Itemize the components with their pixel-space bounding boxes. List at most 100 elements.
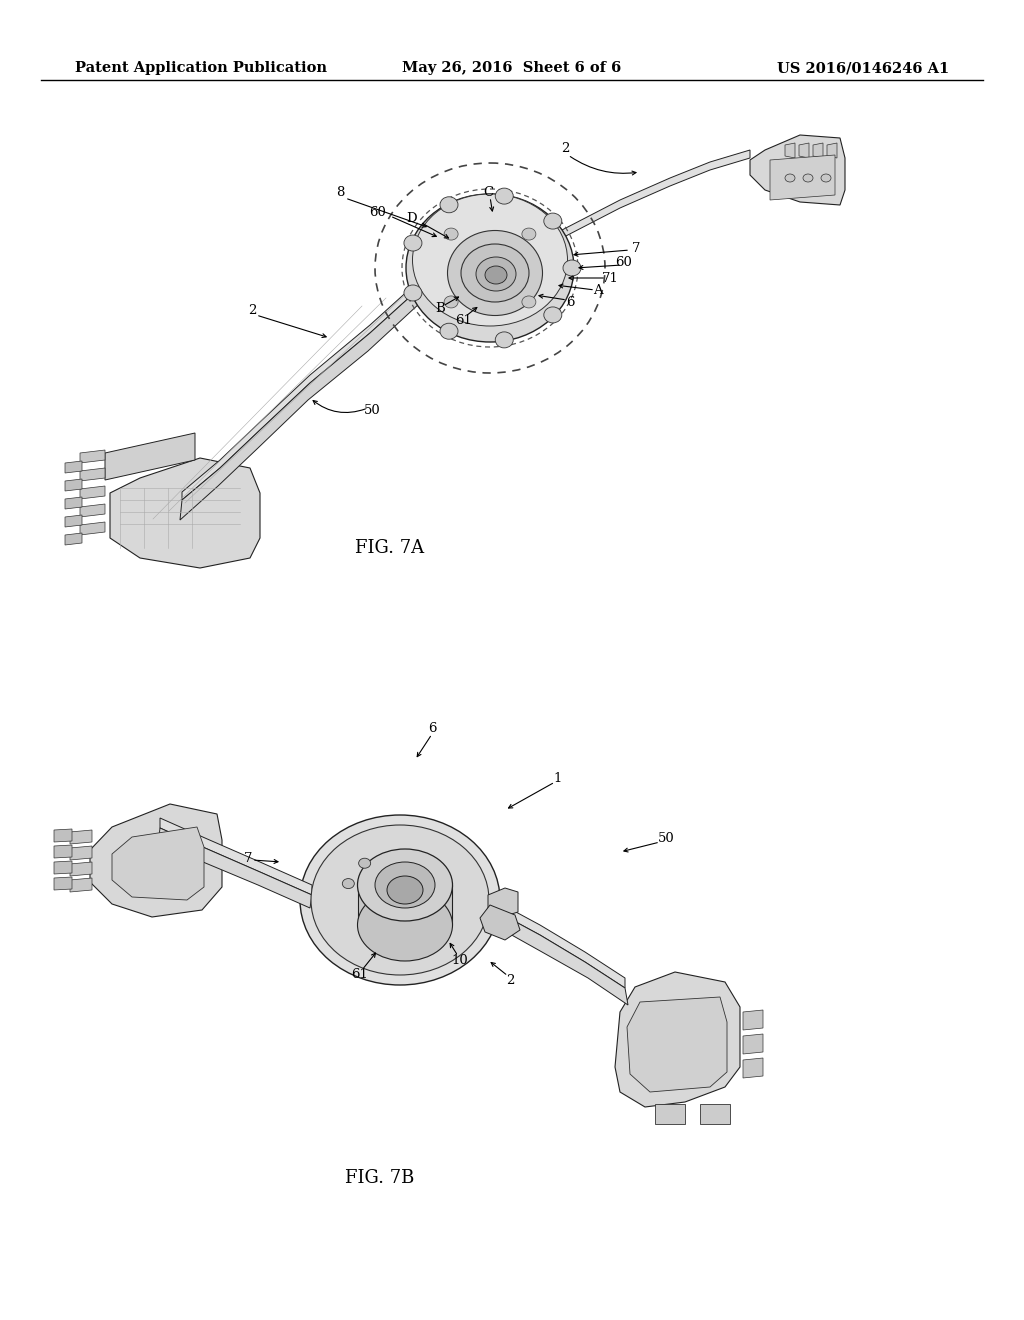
Ellipse shape xyxy=(357,888,453,961)
Polygon shape xyxy=(813,143,823,158)
Polygon shape xyxy=(827,143,837,158)
Ellipse shape xyxy=(300,814,500,985)
Polygon shape xyxy=(785,143,795,158)
Polygon shape xyxy=(655,1104,685,1125)
Text: May 26, 2016  Sheet 6 of 6: May 26, 2016 Sheet 6 of 6 xyxy=(402,61,622,75)
Polygon shape xyxy=(65,533,82,545)
Polygon shape xyxy=(110,458,260,568)
Polygon shape xyxy=(70,846,92,861)
Text: FIG. 7A: FIG. 7A xyxy=(355,539,425,557)
Text: 6: 6 xyxy=(565,296,574,309)
Polygon shape xyxy=(54,876,72,890)
Text: 7: 7 xyxy=(632,242,640,255)
Text: 2: 2 xyxy=(561,141,569,154)
Ellipse shape xyxy=(544,213,562,230)
Polygon shape xyxy=(65,479,82,491)
Text: 50: 50 xyxy=(657,832,675,845)
Text: 50: 50 xyxy=(364,404,380,417)
Polygon shape xyxy=(700,1104,730,1125)
Polygon shape xyxy=(70,830,92,843)
Polygon shape xyxy=(80,521,105,535)
Ellipse shape xyxy=(496,189,513,205)
Polygon shape xyxy=(160,818,312,895)
Ellipse shape xyxy=(413,194,567,326)
Polygon shape xyxy=(490,898,625,987)
Ellipse shape xyxy=(563,260,581,276)
Polygon shape xyxy=(743,1059,763,1078)
Ellipse shape xyxy=(358,858,371,869)
Polygon shape xyxy=(112,828,204,900)
Ellipse shape xyxy=(440,197,458,213)
Text: FIG. 7B: FIG. 7B xyxy=(345,1170,415,1187)
Text: 71: 71 xyxy=(601,272,618,285)
Ellipse shape xyxy=(785,174,795,182)
Polygon shape xyxy=(65,461,82,473)
Text: Patent Application Publication: Patent Application Publication xyxy=(75,61,327,75)
Text: 60: 60 xyxy=(370,206,386,219)
Polygon shape xyxy=(70,878,92,892)
Ellipse shape xyxy=(444,296,458,308)
Ellipse shape xyxy=(461,244,529,302)
Polygon shape xyxy=(80,469,105,480)
Text: 2: 2 xyxy=(248,304,256,317)
Polygon shape xyxy=(182,279,422,500)
Polygon shape xyxy=(54,829,72,842)
Polygon shape xyxy=(750,135,845,205)
Ellipse shape xyxy=(406,194,574,342)
Polygon shape xyxy=(488,888,518,916)
Text: 8: 8 xyxy=(336,186,344,199)
Text: US 2016/0146246 A1: US 2016/0146246 A1 xyxy=(777,61,949,75)
Text: 7: 7 xyxy=(244,851,252,865)
Text: 61: 61 xyxy=(456,314,472,326)
Text: 2: 2 xyxy=(506,974,514,986)
Polygon shape xyxy=(480,906,520,940)
Polygon shape xyxy=(490,908,628,1005)
Polygon shape xyxy=(562,150,750,238)
Text: B: B xyxy=(435,301,444,314)
Polygon shape xyxy=(80,486,105,499)
Ellipse shape xyxy=(375,862,435,908)
Polygon shape xyxy=(54,861,72,874)
Ellipse shape xyxy=(447,231,543,315)
Polygon shape xyxy=(743,1034,763,1053)
Polygon shape xyxy=(799,143,809,158)
Polygon shape xyxy=(65,498,82,510)
Polygon shape xyxy=(80,504,105,517)
Polygon shape xyxy=(180,286,422,520)
Polygon shape xyxy=(90,804,222,917)
Ellipse shape xyxy=(803,174,813,182)
Ellipse shape xyxy=(311,825,489,975)
Ellipse shape xyxy=(403,235,422,251)
Text: C: C xyxy=(483,186,494,198)
Polygon shape xyxy=(158,828,312,908)
Text: 61: 61 xyxy=(351,969,369,982)
Text: 60: 60 xyxy=(615,256,633,268)
Ellipse shape xyxy=(444,228,458,240)
Polygon shape xyxy=(770,154,835,201)
Polygon shape xyxy=(615,972,740,1107)
Polygon shape xyxy=(54,845,72,858)
Ellipse shape xyxy=(440,323,458,339)
Polygon shape xyxy=(80,450,105,463)
Text: 10: 10 xyxy=(452,953,468,966)
Text: A: A xyxy=(593,284,603,297)
Text: 6: 6 xyxy=(428,722,436,734)
Polygon shape xyxy=(70,862,92,876)
Ellipse shape xyxy=(544,308,562,323)
Ellipse shape xyxy=(496,331,513,348)
Ellipse shape xyxy=(476,257,516,290)
Ellipse shape xyxy=(522,228,536,240)
Ellipse shape xyxy=(342,879,354,888)
Polygon shape xyxy=(105,433,195,480)
Polygon shape xyxy=(627,997,727,1092)
Ellipse shape xyxy=(485,267,507,284)
Text: D: D xyxy=(407,211,418,224)
Polygon shape xyxy=(358,884,452,925)
Ellipse shape xyxy=(522,296,536,308)
Text: 1: 1 xyxy=(554,771,562,784)
Ellipse shape xyxy=(403,285,422,301)
Polygon shape xyxy=(65,515,82,527)
Ellipse shape xyxy=(821,174,831,182)
Ellipse shape xyxy=(387,876,423,904)
Polygon shape xyxy=(743,1010,763,1030)
